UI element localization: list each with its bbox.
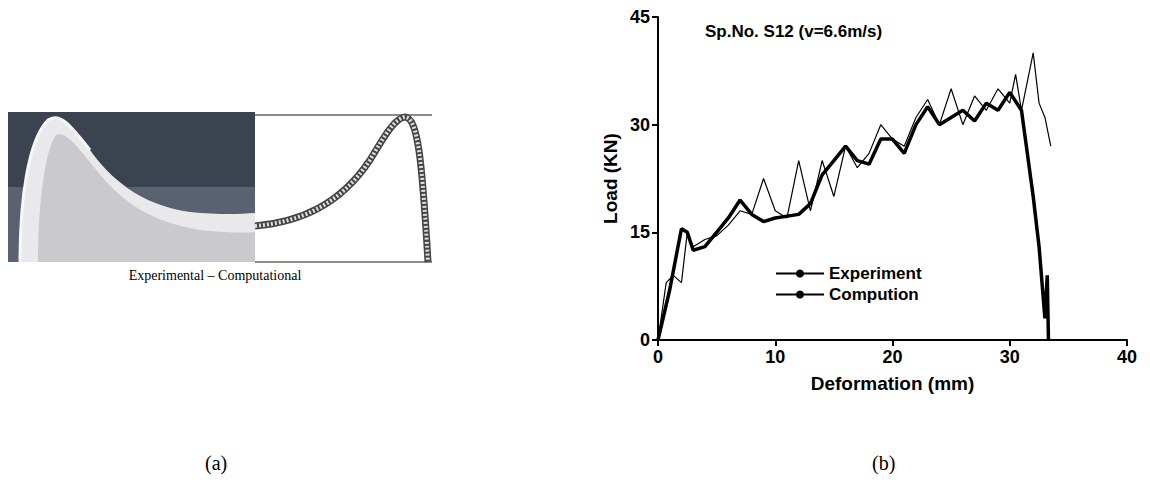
svg-text:0: 0 bbox=[640, 330, 650, 350]
svg-text:15: 15 bbox=[630, 222, 650, 242]
svg-text:30: 30 bbox=[1000, 347, 1020, 367]
svg-text:Load (KN): Load (KN) bbox=[600, 133, 621, 224]
html-text:(a): (a) bbox=[205, 452, 228, 474]
svg-text:20: 20 bbox=[882, 347, 902, 367]
svg-text:0: 0 bbox=[653, 347, 663, 367]
svg-text:Sp.No. S12 (v=6.6m/s): Sp.No. S12 (v=6.6m/s) bbox=[705, 22, 882, 41]
svg-text:45: 45 bbox=[630, 7, 650, 27]
svg-text:Compution: Compution bbox=[829, 285, 919, 304]
svg-text:10: 10 bbox=[765, 347, 785, 367]
svg-text:Experiment: Experiment bbox=[829, 264, 922, 283]
svg-text:Experimental – Computational: Experimental – Computational bbox=[129, 268, 302, 283]
svg-text:Deformation (mm): Deformation (mm) bbox=[811, 373, 975, 394]
svg-text:40: 40 bbox=[1117, 347, 1137, 367]
html-text:(b): (b) bbox=[872, 452, 896, 474]
svg-text:30: 30 bbox=[630, 115, 650, 135]
